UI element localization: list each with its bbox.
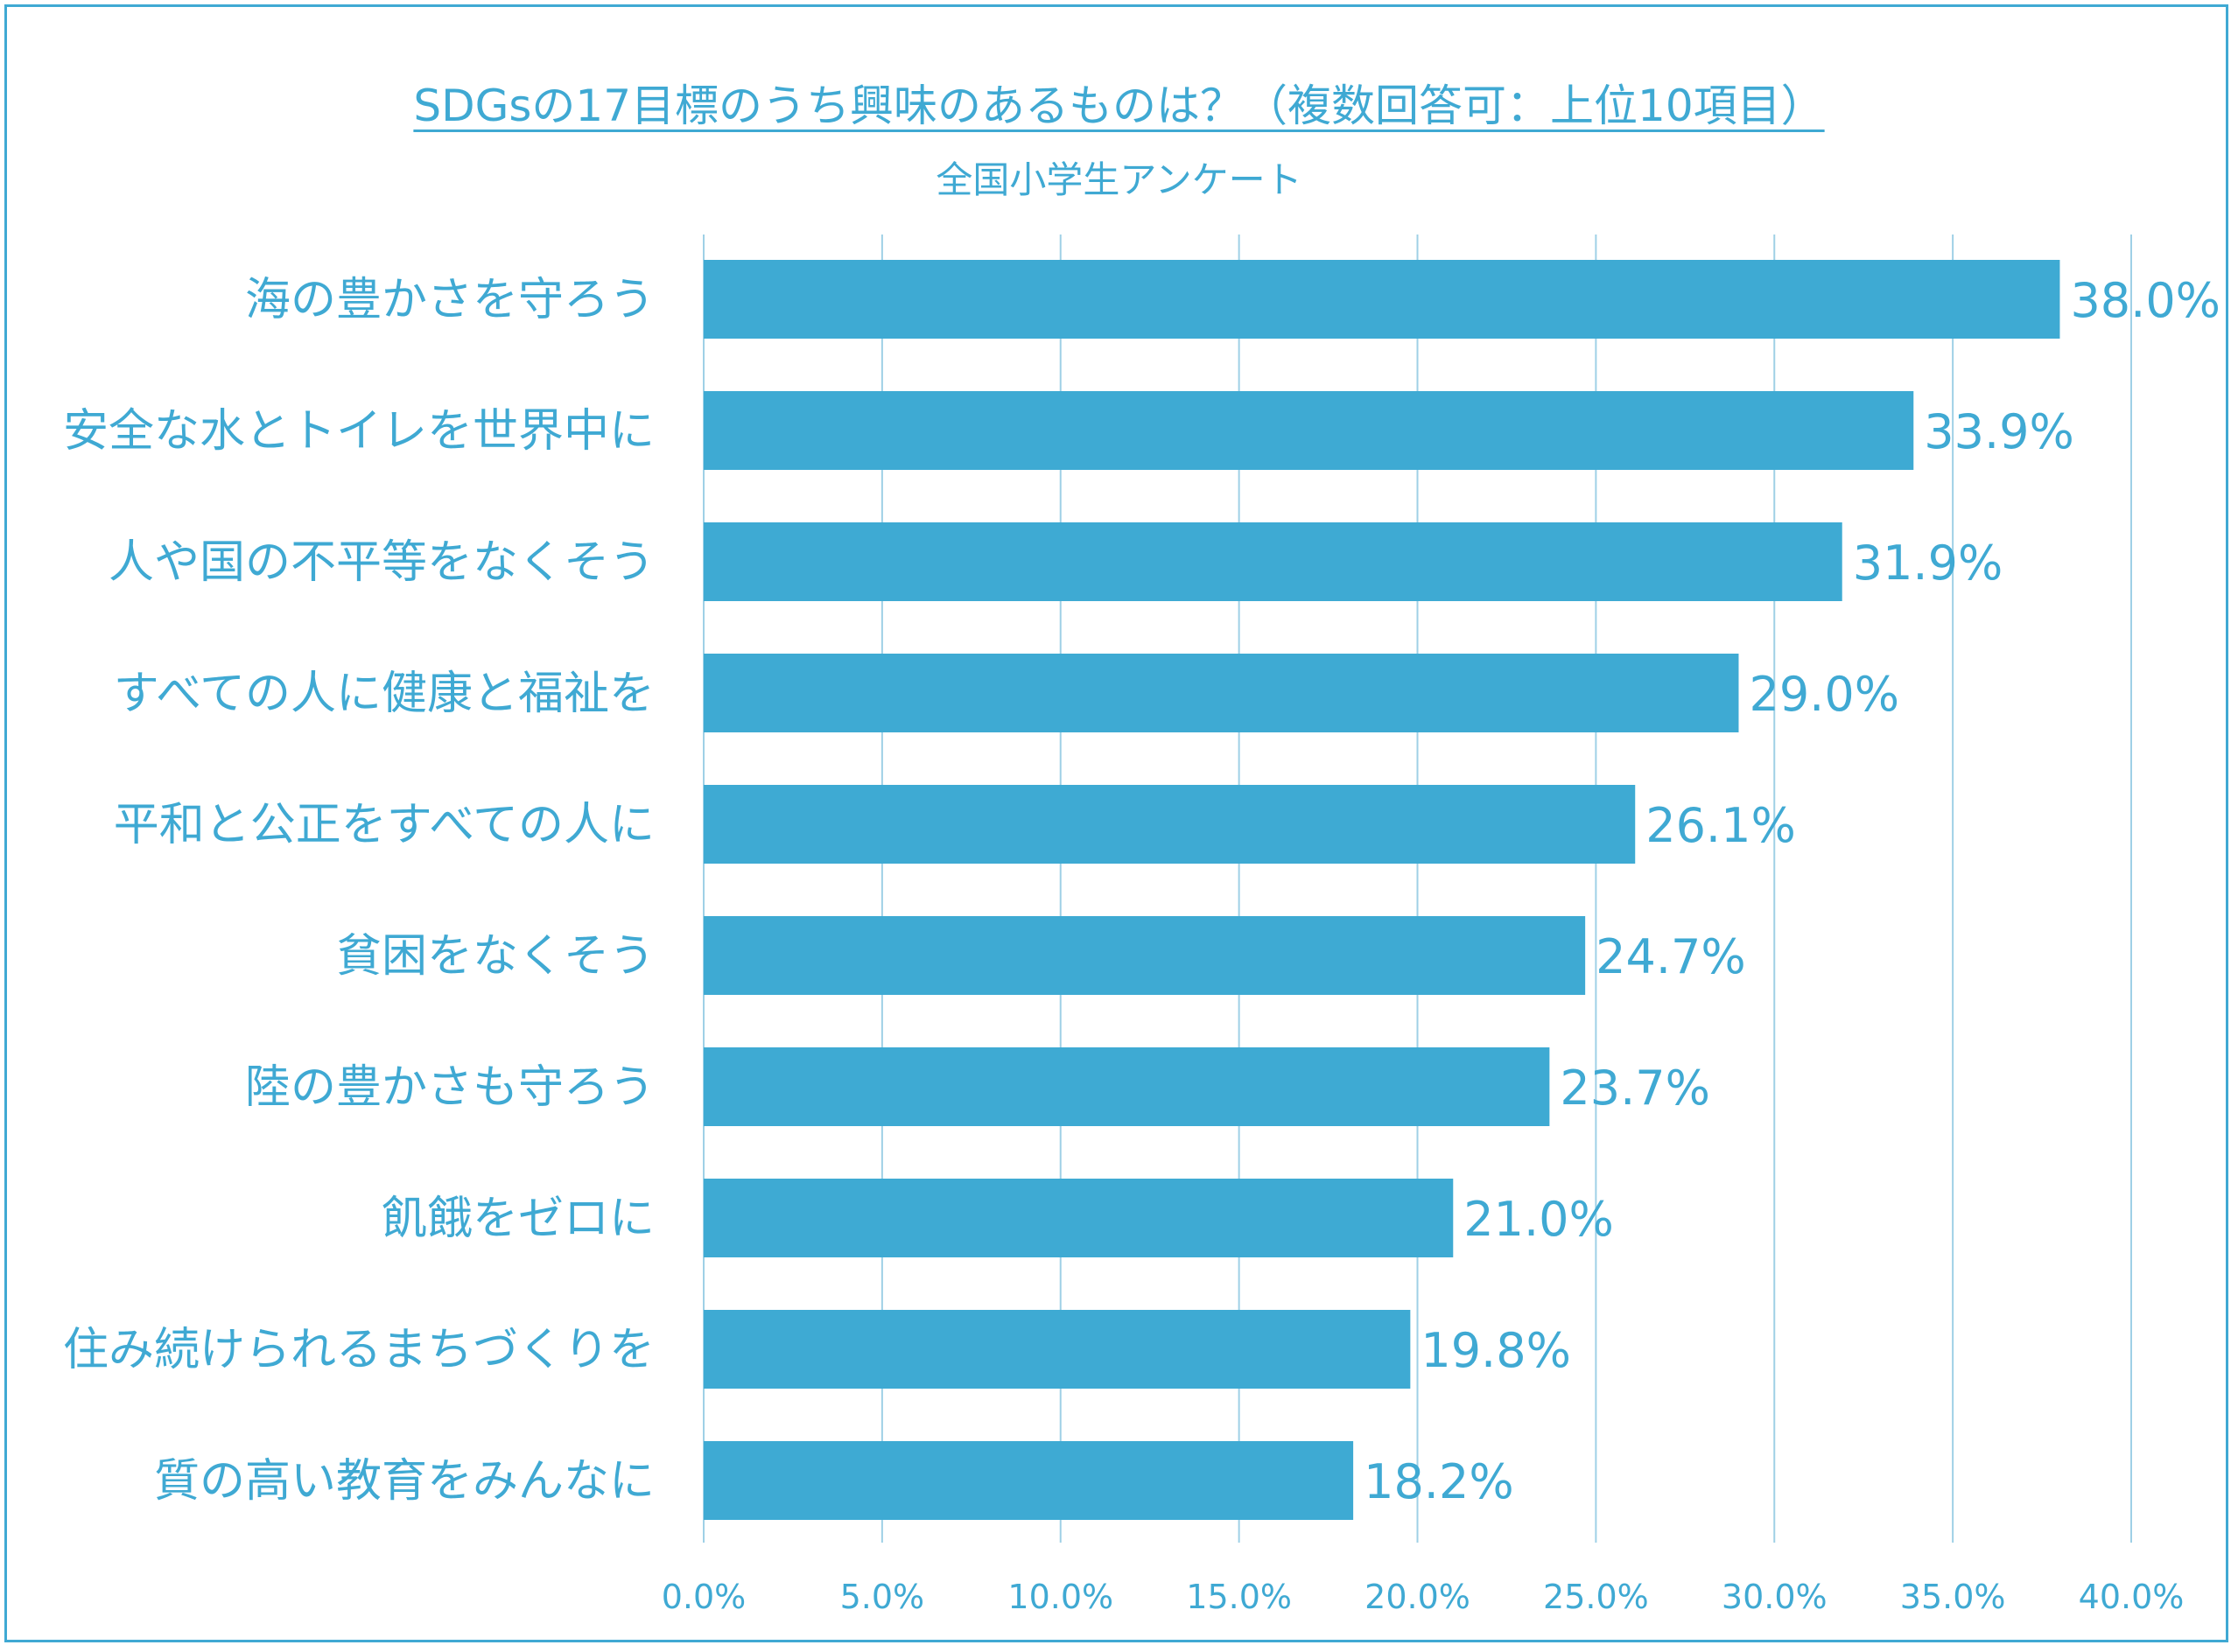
bar (704, 654, 1739, 732)
data-label: 24.7% (1596, 929, 1746, 984)
data-label: 29.0% (1749, 667, 1899, 722)
category-label: 住み続けられるまちづくりを (63, 1324, 655, 1376)
data-label: 38.0% (2070, 273, 2220, 328)
category-label: 飢餓をゼロに (382, 1193, 655, 1245)
category-label: 人や国の不平等をなくそう (109, 536, 655, 589)
bar (704, 1179, 1454, 1257)
category-label: 安全な水とトイレを世界中に (63, 405, 655, 458)
data-label: 18.2% (1364, 1454, 1514, 1509)
category-label: すべての人に健康と福祉を (114, 668, 655, 720)
data-label: 33.9% (1924, 404, 2074, 459)
x-tick-label: 20.0% (1365, 1578, 1470, 1616)
category-label: 平和と公正をすべての人に (114, 799, 655, 851)
category-label: 陸の豊かさも守ろう (245, 1061, 655, 1114)
category-label: 海の豊かさを守ろう (245, 274, 655, 326)
bar (704, 1310, 1411, 1389)
data-label: 26.1% (1645, 798, 1796, 853)
data-label: 31.9% (1853, 536, 2003, 591)
x-tick-label: 10.0% (1007, 1578, 1113, 1616)
x-tick-label: 40.0% (2079, 1578, 2185, 1616)
data-label: 21.0% (1463, 1192, 1614, 1247)
bar (704, 522, 1842, 601)
bar (704, 391, 1914, 470)
x-tick-label: 15.0% (1186, 1578, 1292, 1616)
x-tick-label: 0.0% (662, 1578, 747, 1616)
x-tick-label: 5.0% (840, 1578, 925, 1616)
chart-title: SDGsの17目標のうち興味のあるものは？（複数回答可：上位10項目） (413, 80, 1825, 131)
bar (704, 916, 1586, 995)
category-label: 質の高い教育をみんなに (154, 1455, 655, 1508)
bar (704, 1441, 1354, 1520)
category-label: 貧困をなくそう (336, 930, 655, 983)
bar (704, 785, 1636, 864)
data-label: 23.7% (1560, 1060, 1710, 1116)
bar (704, 260, 2060, 339)
x-tick-label: 35.0% (1900, 1578, 2006, 1616)
chart-subtitle: 全国小学生アンケート (936, 158, 1302, 201)
data-label: 19.8% (1421, 1323, 1571, 1378)
x-tick-label: 30.0% (1722, 1578, 1828, 1616)
bar (704, 1047, 1550, 1126)
x-tick-label: 25.0% (1543, 1578, 1649, 1616)
